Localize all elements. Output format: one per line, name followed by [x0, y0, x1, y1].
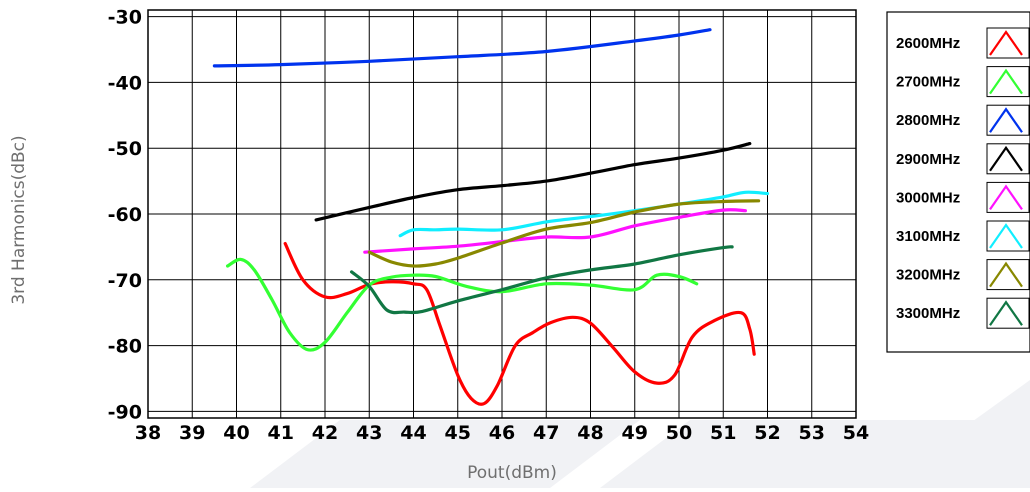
legend-glyph-2700mhz [989, 68, 1023, 95]
y-axis-title: 3rd Harmonics(dBc) [9, 135, 29, 304]
x-tick-label: 50 [666, 422, 692, 444]
series-line-3000mhz [363, 208, 747, 254]
legend: 2600MHz 2700MHz 2800MHz 2900MHz 3000MHz 3100M… [886, 11, 1030, 353]
series-lines [212, 28, 770, 406]
legend-label: 3100MHz [896, 228, 960, 245]
legend-swatch [986, 66, 1030, 98]
x-tick-label: 45 [445, 422, 471, 444]
legend-swatch [986, 27, 1030, 59]
y-tick-label: -60 [108, 204, 142, 226]
series-line-3200mhz [367, 199, 761, 268]
legend-glyph-3000mhz [989, 184, 1023, 211]
x-tick-label: 53 [799, 422, 825, 444]
x-tick-label: 42 [312, 422, 338, 444]
x-tick-label: 47 [533, 422, 559, 444]
legend-swatch [986, 259, 1030, 291]
x-tick-label: 41 [268, 422, 294, 444]
series-line-3100mhz [398, 190, 770, 238]
legend-swatch [986, 297, 1030, 329]
series-line-3300mhz [350, 245, 734, 315]
y-tick-label: -70 [108, 270, 142, 292]
x-tick-label: 39 [179, 422, 205, 444]
series-line-2600mhz [283, 242, 756, 406]
legend-label: 2700MHz [896, 74, 960, 91]
x-tick-label: 44 [400, 422, 426, 444]
x-tick-label: 43 [356, 422, 382, 444]
tick-labels: 38 39 40 41 42 43 44 45 46 47 48 49 50 51 52 53 54 -30 -40… [108, 7, 870, 444]
x-tick-label: 40 [223, 422, 249, 444]
legend-label: 2600MHz [896, 35, 960, 52]
series-line-2900mhz [314, 142, 752, 222]
legend-label: 2900MHz [896, 151, 960, 168]
legend-swatch [986, 181, 1030, 213]
x-axis-title: Pout(dBm) [467, 463, 557, 483]
legend-glyph-3100mhz [989, 223, 1023, 249]
y-tick-label: -90 [108, 401, 142, 423]
legend-glyph-2900mhz [989, 145, 1023, 172]
legend-label: 2800MHz [896, 112, 960, 129]
grid [147, 10, 857, 418]
legend-swatch [986, 220, 1030, 252]
legend-label: 3300MHz [896, 305, 960, 322]
legend-glyph-2800mhz [989, 107, 1023, 133]
x-tick-label: 51 [710, 422, 736, 444]
y-tick-label: -80 [108, 336, 142, 358]
background-stripes [250, 380, 1030, 488]
x-tick-label: 49 [622, 422, 648, 444]
plot-frame [147, 9, 857, 419]
y-tick-label: -40 [108, 72, 142, 94]
y-tick-label: -30 [108, 7, 142, 29]
series-line-2700mhz [226, 257, 699, 352]
y-tick-label: -50 [108, 138, 142, 160]
series-line-2800mhz [212, 28, 712, 68]
x-tick-label: 48 [577, 422, 603, 444]
x-tick-label: 38 [135, 422, 161, 444]
x-tick-label: 54 [843, 422, 869, 444]
legend-glyph-2600mhz [989, 30, 1023, 56]
legend-swatch [986, 143, 1030, 175]
x-tick-label: 46 [489, 422, 515, 444]
legend-glyph-3200mhz [989, 261, 1023, 288]
legend-glyph-3300mhz [989, 300, 1023, 326]
legend-label: 3200MHz [896, 267, 960, 284]
x-tick-label: 52 [754, 422, 780, 444]
legend-swatch [986, 104, 1030, 136]
legend-label: 3000MHz [896, 189, 960, 206]
